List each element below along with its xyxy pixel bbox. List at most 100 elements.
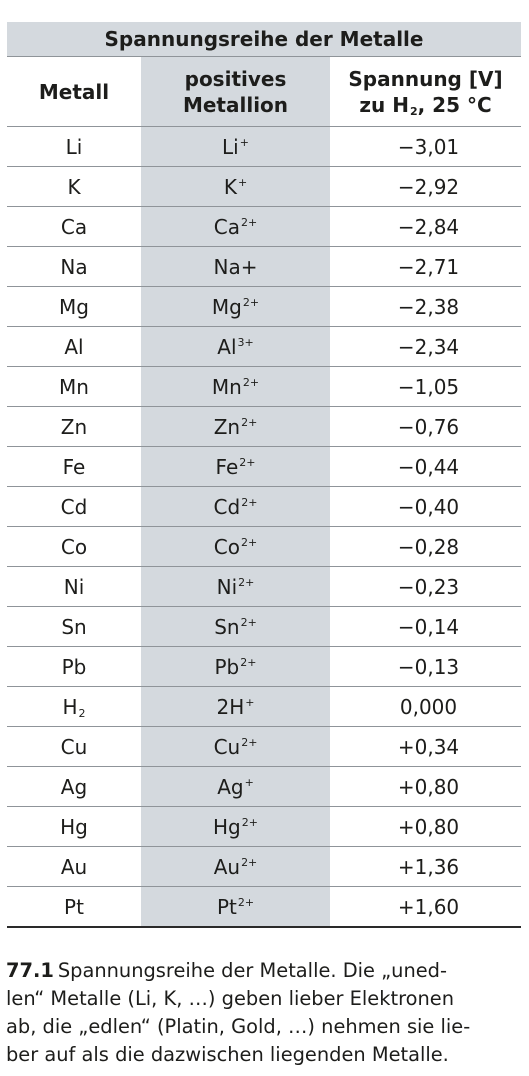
voltage-cell: +0,80: [330, 766, 522, 807]
voltage-cell: −2,34: [330, 326, 522, 367]
table-row: Zn Zn2+ −0,76: [7, 406, 522, 447]
header-voltage-line2-prefix: zu H: [359, 92, 409, 117]
caption-number: 77.1: [6, 959, 54, 982]
ion-charge: +: [237, 175, 248, 189]
ion-cell: Au2+: [141, 846, 330, 887]
header-ion: positives Metallion: [141, 56, 330, 127]
ion-symbol: Cd: [213, 494, 241, 519]
ion-cell: Hg2+: [141, 806, 330, 847]
metal-symbol: Ca: [60, 214, 88, 239]
metal-symbol: Mg: [59, 294, 89, 319]
voltage-cell: −3,01: [330, 126, 522, 167]
ion-charge: 2+: [237, 895, 255, 909]
ion-charge: 2+: [241, 215, 258, 229]
ion-cell: Cd2+: [141, 486, 330, 527]
metal-symbol: Hg: [60, 814, 88, 839]
table-row: K K+ −2,92: [7, 166, 522, 207]
voltage-cell: −0,23: [330, 566, 522, 607]
table-row: Au Au2+ +1,36: [7, 846, 522, 887]
ion-cell: Zn2+: [141, 406, 330, 447]
metal-cell: Hg: [7, 806, 141, 847]
ion-cell: Co2+: [141, 526, 330, 567]
ion-charge: 2+: [241, 815, 258, 829]
metal-cell: Pb: [7, 646, 141, 687]
ion-cell: Na+: [141, 246, 330, 287]
metal-symbol: Co: [60, 534, 88, 559]
ion-charge: +: [239, 135, 249, 149]
table-row: Fe Fe2+ −0,44: [7, 446, 522, 487]
ion-symbol: Al: [217, 334, 237, 359]
table-row: Cd Cd2+ −0,40: [7, 486, 522, 527]
metal-symbol: Al: [64, 334, 84, 359]
ion-cell: Li+: [141, 126, 330, 167]
ion-charge: 2+: [241, 855, 258, 869]
metal-cell: Zn: [7, 406, 141, 447]
caption-line-3: ab, die „edlen“ (Platin, Gold, …) nehmen…: [6, 1015, 471, 1038]
voltage-cell: 0,000: [330, 686, 522, 727]
voltage-cell: −0,76: [330, 406, 522, 447]
ion-cell: Ca2+: [141, 206, 330, 247]
metal-symbol: Cd: [60, 494, 88, 519]
table-row: Ag Ag+ +0,80: [7, 766, 522, 807]
ion-charge: 2+: [240, 535, 258, 549]
metal-symbol: Fe: [62, 454, 86, 479]
voltage-cell: +0,34: [330, 726, 522, 767]
voltage-series-table: Spannungsreihe der Metalle Metall positi…: [7, 22, 522, 928]
ion-cell: Sn2+: [141, 606, 330, 647]
ion-symbol: Ni: [216, 574, 238, 599]
ion-symbol: K: [223, 174, 237, 199]
ion-charge: 2+: [238, 575, 255, 589]
ion-cell: Fe2+: [141, 446, 330, 487]
voltage-cell: +0,80: [330, 806, 522, 847]
table-row: H2 2H+ 0,000: [7, 686, 522, 727]
metal-cell: Mn: [7, 366, 141, 407]
ion-symbol: Cu: [213, 734, 241, 759]
header-voltage-line1: Spannung [V]: [348, 66, 503, 91]
voltage-cell: −2,71: [330, 246, 522, 287]
header-ion-line1: positives: [184, 66, 287, 91]
ion-symbol: Au: [213, 854, 241, 879]
table-title-row: Spannungsreihe der Metalle: [7, 22, 522, 57]
table-row: Li Li+ −3,01: [7, 126, 522, 167]
ion-cell: Pb2+: [141, 646, 330, 687]
table-row: Mn Mn2+ −1,05: [7, 366, 522, 407]
metal-symbol: K: [67, 174, 81, 199]
ion-symbol: Li: [222, 134, 239, 159]
voltage-series-table-container: Spannungsreihe der Metalle Metall positi…: [7, 22, 522, 928]
ion-charge: 2+: [240, 615, 257, 629]
table-row: Mg Mg2+ −2,38: [7, 286, 522, 327]
voltage-cell: +1,36: [330, 846, 522, 887]
ion-cell: Al3+: [141, 326, 330, 367]
metal-cell: K: [7, 166, 141, 207]
ion-symbol: Mn: [211, 374, 242, 399]
metal-symbol: H: [62, 694, 78, 719]
caption-line-4: ber auf als die dazwischen liegenden Met…: [6, 1043, 449, 1066]
ion-cell: Mg2+: [141, 286, 330, 327]
metal-cell: Cu: [7, 726, 141, 767]
ion-charge: 2+: [241, 735, 258, 749]
metal-symbol: Zn: [60, 414, 88, 439]
table-row: Sn Sn2+ −0,14: [7, 606, 522, 647]
ion-charge: +: [245, 695, 255, 709]
ion-symbol: Fe: [215, 454, 239, 479]
ion-cell: Cu2+: [141, 726, 330, 767]
voltage-cell: −0,13: [330, 646, 522, 687]
metal-cell: Al: [7, 326, 141, 367]
metal-cell: Mg: [7, 286, 141, 327]
metal-cell: Sn: [7, 606, 141, 647]
ion-charge: 2+: [241, 495, 258, 509]
voltage-cell: −0,14: [330, 606, 522, 647]
ion-cell: 2H+: [141, 686, 330, 727]
ion-charge: 2+: [242, 295, 260, 309]
ion-symbol: Sn: [214, 614, 240, 639]
table-row: Co Co2+ −0,28: [7, 526, 522, 567]
header-voltage-line2-suffix: , 25 °C: [417, 92, 492, 117]
header-voltage: Spannung [V] zu H2, 25 °C: [330, 56, 522, 127]
header-ion-line2: Metallion: [182, 92, 289, 117]
metal-cell: Li: [7, 126, 141, 167]
metal-cell: Na: [7, 246, 141, 287]
metal-symbol: Au: [60, 854, 88, 879]
ion-charge: 2+: [242, 375, 260, 389]
ion-charge: 2+: [241, 415, 258, 429]
metal-cell: Pt: [7, 887, 141, 928]
